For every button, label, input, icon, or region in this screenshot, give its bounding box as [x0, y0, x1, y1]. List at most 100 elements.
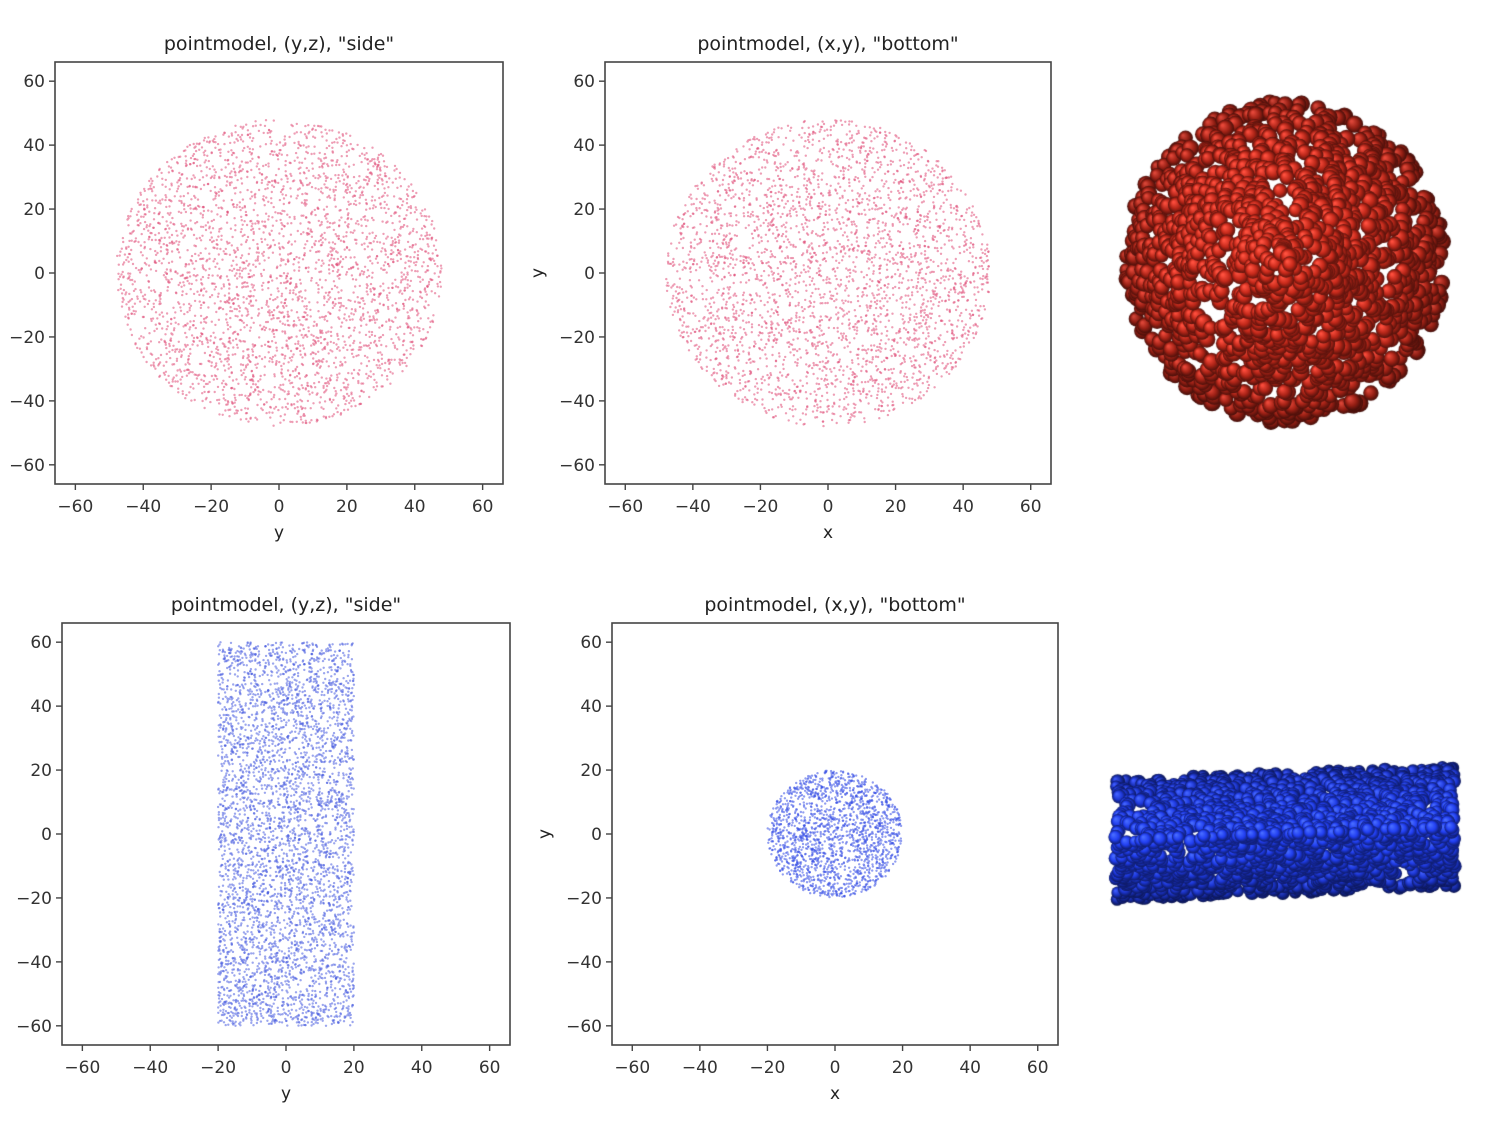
data-point [194, 185, 197, 188]
data-point [295, 255, 298, 259]
data-point [394, 241, 397, 244]
data-point [280, 301, 283, 304]
data-point [145, 226, 148, 229]
data-point [284, 405, 288, 409]
data-point [374, 205, 377, 209]
data-point [119, 250, 122, 253]
data-point [213, 168, 216, 171]
data-point [355, 182, 358, 185]
data-point [298, 318, 301, 322]
data-point [331, 249, 334, 252]
data-point [236, 203, 239, 207]
data-point [927, 377, 930, 380]
data-point [283, 413, 287, 416]
data-point [188, 275, 192, 278]
data-point [923, 220, 927, 223]
data-point [976, 286, 979, 289]
data-point [406, 279, 409, 282]
data-point [760, 274, 763, 278]
data-point [385, 271, 388, 274]
data-point [829, 133, 832, 137]
data-point [194, 252, 197, 256]
data-point [147, 280, 151, 283]
data-point [398, 176, 401, 179]
data-point [323, 162, 326, 165]
data-point [727, 344, 730, 347]
data-point [368, 315, 371, 318]
data-point [338, 309, 341, 312]
data-point [199, 239, 203, 242]
data-point [347, 223, 350, 226]
data-point [184, 324, 188, 327]
data-point [268, 129, 271, 132]
data-point [260, 181, 263, 185]
data-point [294, 151, 298, 155]
data-point [669, 305, 672, 309]
data-point [269, 345, 272, 348]
data-point [763, 158, 766, 161]
data-point [235, 137, 238, 141]
data-point [945, 308, 949, 311]
data-point [929, 258, 932, 262]
data-point [879, 278, 882, 281]
data-point [771, 185, 774, 188]
data-point [192, 387, 195, 390]
data-point [245, 297, 248, 300]
data-point [252, 238, 255, 242]
data-point [339, 296, 343, 300]
data-point [852, 393, 855, 396]
data-point [800, 136, 803, 139]
data-point [282, 383, 285, 386]
data-point [719, 207, 723, 210]
data-point [158, 259, 161, 263]
data-point [840, 308, 844, 311]
data-point [406, 286, 409, 289]
data-point [353, 300, 357, 303]
data-point [222, 393, 225, 396]
data-point [940, 269, 943, 272]
data-point [233, 393, 236, 397]
data-point [420, 214, 423, 218]
data-point [678, 291, 681, 295]
data-point [848, 181, 851, 184]
data-point [252, 137, 255, 140]
data-point [345, 235, 348, 238]
data-point [265, 411, 268, 415]
data-point [145, 263, 148, 266]
data-point [344, 173, 348, 176]
data-point [393, 228, 396, 232]
data-point [328, 398, 332, 402]
data-point [419, 295, 422, 298]
data-point [160, 236, 163, 240]
data-point [779, 162, 782, 165]
data-point [423, 288, 426, 291]
data-point [769, 315, 772, 318]
data-point [363, 302, 366, 306]
data-point [814, 345, 818, 348]
data-point [957, 299, 960, 302]
data-point [336, 376, 339, 379]
data-point [246, 357, 249, 360]
data-point [256, 403, 259, 407]
data-point [263, 328, 266, 332]
data-point [279, 190, 283, 194]
data-point [170, 158, 173, 161]
data-point [427, 215, 431, 218]
data-point [335, 373, 339, 376]
data-point [233, 217, 236, 220]
data-point [214, 171, 217, 174]
data-point [839, 119, 843, 122]
data-point [689, 332, 693, 335]
data-point [951, 332, 954, 335]
data-point [387, 186, 390, 189]
data-point [331, 269, 335, 273]
data-point [678, 286, 681, 289]
data-point [389, 370, 392, 374]
data-point [222, 397, 225, 400]
data-point [364, 198, 368, 201]
data-point [406, 271, 409, 274]
data-point [319, 190, 323, 193]
data-point [210, 151, 213, 154]
data-point [334, 188, 337, 192]
data-point [227, 347, 230, 350]
